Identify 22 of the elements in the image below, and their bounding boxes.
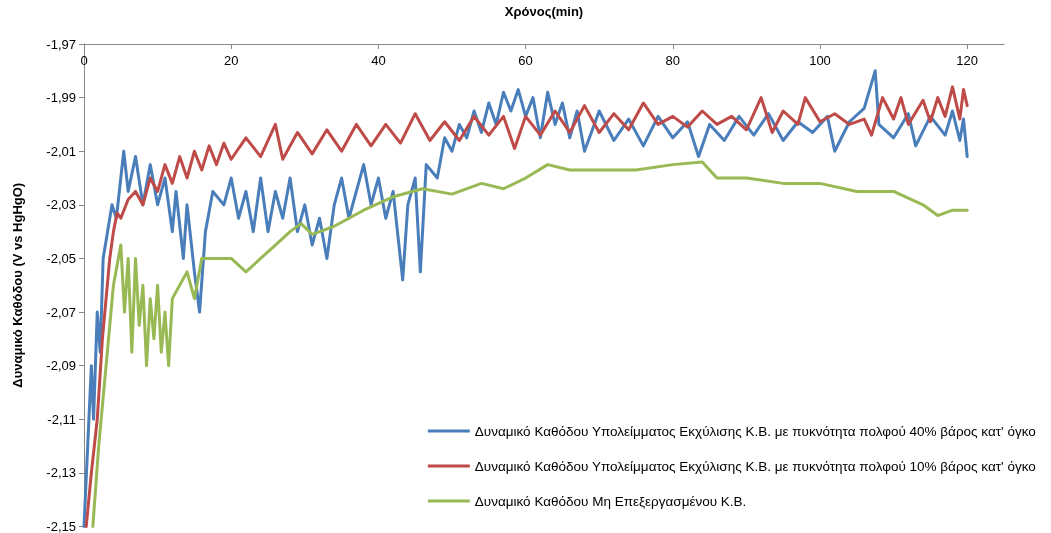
y-tick-label: -1,99 — [46, 90, 76, 106]
y-tick-label: -2,09 — [46, 358, 76, 374]
x-tick-label: 40 — [371, 53, 386, 68]
x-axis-title: Χρόνος(min) — [504, 4, 584, 19]
y-tick-label: -2,03 — [46, 197, 76, 213]
x-tick-label: 0 — [80, 53, 88, 68]
y-tick-label: -2,11 — [47, 411, 76, 427]
y-tick-label: -2,01 — [46, 143, 76, 159]
x-tick-label: 120 — [956, 53, 979, 68]
y-tick-label: -2,07 — [46, 304, 76, 320]
y-tick-label: -1,97 — [46, 36, 76, 52]
y-axis-title: Δυναμικό Καθόδου (V vs HgHgO) — [10, 182, 25, 388]
legend-label: Δυναμικό Καθόδου Υπολείμματος Εκχύλισης Κ.Β. με πυκνότητα πολφού 10% βάρος κατ' όγκο — [474, 458, 1036, 474]
x-tick-label: 80 — [665, 53, 681, 68]
x-tick-label: 20 — [223, 53, 239, 68]
legend-label: Δυναμικό Καθόδου Μη Επεξεργασμένου Κ.Β. — [474, 493, 747, 509]
y-tick-label: -2,15 — [46, 519, 76, 533]
x-tick-label: 100 — [809, 53, 831, 68]
x-tick-label: 60 — [518, 53, 533, 68]
legend-label: Δυναμικό Καθόδου Υπολείμματος Εκχύλισης Κ.Β. με πυκνότητα πολφού 40% βάρος κατ' όγκο — [474, 423, 1036, 439]
y-tick-label: -2,13 — [46, 465, 76, 481]
y-tick-label: -2,05 — [46, 250, 76, 266]
